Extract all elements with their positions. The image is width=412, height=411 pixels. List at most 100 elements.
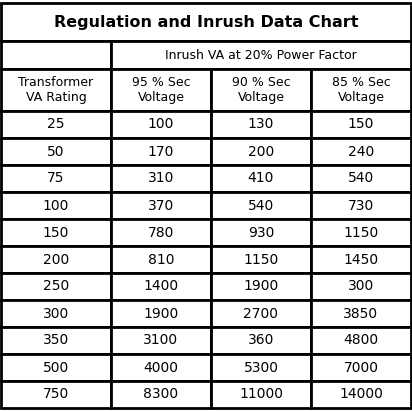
Bar [111,246,211,273]
Text: 150: 150 [348,118,374,132]
Bar [111,165,211,192]
Text: 540: 540 [348,171,374,185]
Text: 4000: 4000 [143,360,178,374]
Bar [111,219,211,246]
Bar [1,219,111,246]
Bar [1,41,111,69]
Text: 95 % Sec
Voltage: 95 % Sec Voltage [132,76,190,104]
Bar [311,219,411,246]
Bar [311,381,411,408]
Text: 810: 810 [148,252,174,266]
Bar [111,111,211,138]
Text: 3100: 3100 [143,333,178,347]
Text: 25: 25 [47,118,65,132]
Text: 1150: 1150 [243,252,279,266]
Text: 1900: 1900 [143,307,179,321]
Bar [311,192,411,219]
Bar [1,192,111,219]
Text: 100: 100 [148,118,174,132]
Text: 500: 500 [43,360,69,374]
Bar [1,69,111,111]
Bar [111,192,211,219]
Bar [1,138,111,165]
Text: 930: 930 [248,226,274,240]
Bar [111,69,211,111]
Bar [311,69,411,111]
Bar [1,381,111,408]
Text: 780: 780 [148,226,174,240]
Text: 360: 360 [248,333,274,347]
Text: Transformer
VA Rating: Transformer VA Rating [19,76,94,104]
Text: 370: 370 [148,199,174,212]
Bar [111,300,211,327]
Text: 3850: 3850 [344,307,379,321]
Bar [111,41,411,69]
Text: 1400: 1400 [143,279,178,293]
Text: 540: 540 [248,199,274,212]
Text: 90 % Sec
Voltage: 90 % Sec Voltage [232,76,290,104]
Bar [311,111,411,138]
Bar [211,273,311,300]
Bar [211,138,311,165]
Text: 11000: 11000 [239,388,283,402]
Bar [311,165,411,192]
Bar [111,381,211,408]
Text: 5300: 5300 [243,360,279,374]
Bar [311,138,411,165]
Text: 130: 130 [248,118,274,132]
Bar [311,300,411,327]
Bar [111,138,211,165]
Bar [111,354,211,381]
Bar [1,246,111,273]
Text: 200: 200 [43,252,69,266]
Bar [311,273,411,300]
Text: 1150: 1150 [343,226,379,240]
Bar [1,354,111,381]
Bar [111,273,211,300]
Text: Inrush VA at 20% Power Factor: Inrush VA at 20% Power Factor [165,48,357,62]
Text: 750: 750 [43,388,69,402]
Bar [1,111,111,138]
Text: 350: 350 [43,333,69,347]
Bar [211,219,311,246]
Text: 85 % Sec
Voltage: 85 % Sec Voltage [332,76,391,104]
Bar [1,3,411,41]
Bar [1,165,111,192]
Bar [311,354,411,381]
Text: 100: 100 [43,199,69,212]
Text: 300: 300 [43,307,69,321]
Text: 730: 730 [348,199,374,212]
Text: 2700: 2700 [243,307,279,321]
Bar [211,192,311,219]
Text: 410: 410 [248,171,274,185]
Text: 200: 200 [248,145,274,159]
Bar [311,327,411,354]
Bar [311,246,411,273]
Text: 250: 250 [43,279,69,293]
Text: 50: 50 [47,145,65,159]
Text: 300: 300 [348,279,374,293]
Text: 170: 170 [148,145,174,159]
Text: 1900: 1900 [243,279,279,293]
Text: Regulation and Inrush Data Chart: Regulation and Inrush Data Chart [54,14,358,30]
Bar [211,300,311,327]
Text: 310: 310 [148,171,174,185]
Bar [211,381,311,408]
Text: 1450: 1450 [344,252,379,266]
Bar [1,273,111,300]
Text: 14000: 14000 [339,388,383,402]
Bar [211,111,311,138]
Text: 7000: 7000 [344,360,379,374]
Bar [1,300,111,327]
Bar [211,69,311,111]
Bar [211,165,311,192]
Bar [211,354,311,381]
Text: 8300: 8300 [143,388,178,402]
Text: 240: 240 [348,145,374,159]
Bar [211,327,311,354]
Text: 75: 75 [47,171,65,185]
Bar [211,246,311,273]
Text: 150: 150 [43,226,69,240]
Text: 4800: 4800 [344,333,379,347]
Bar [1,327,111,354]
